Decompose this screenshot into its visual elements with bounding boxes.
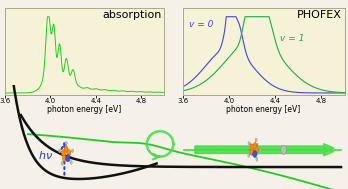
Circle shape: [71, 149, 74, 153]
FancyArrow shape: [195, 144, 334, 152]
Circle shape: [61, 162, 63, 165]
Circle shape: [64, 146, 68, 153]
Circle shape: [62, 155, 66, 161]
Circle shape: [248, 154, 250, 157]
FancyArrow shape: [195, 147, 334, 156]
Circle shape: [248, 142, 250, 145]
Circle shape: [61, 149, 65, 156]
Text: $h\nu$: $h\nu$: [38, 149, 53, 161]
Text: v = 0: v = 0: [189, 20, 214, 29]
Circle shape: [253, 143, 257, 149]
Circle shape: [281, 145, 286, 154]
Text: absorption: absorption: [103, 10, 162, 20]
Text: PHOFEX: PHOFEX: [296, 10, 341, 20]
Circle shape: [250, 149, 254, 155]
Circle shape: [67, 149, 71, 156]
X-axis label: photon energy [eV]: photon energy [eV]: [47, 105, 121, 114]
Circle shape: [253, 151, 257, 157]
Circle shape: [255, 138, 257, 142]
Circle shape: [256, 158, 258, 161]
Circle shape: [65, 141, 67, 145]
Text: v = 1: v = 1: [280, 34, 304, 43]
Circle shape: [58, 149, 61, 153]
Circle shape: [70, 160, 72, 164]
X-axis label: photon energy [eV]: photon energy [eV]: [227, 105, 301, 114]
Circle shape: [66, 155, 70, 162]
Circle shape: [255, 147, 259, 153]
Circle shape: [250, 144, 254, 150]
Circle shape: [259, 148, 261, 152]
